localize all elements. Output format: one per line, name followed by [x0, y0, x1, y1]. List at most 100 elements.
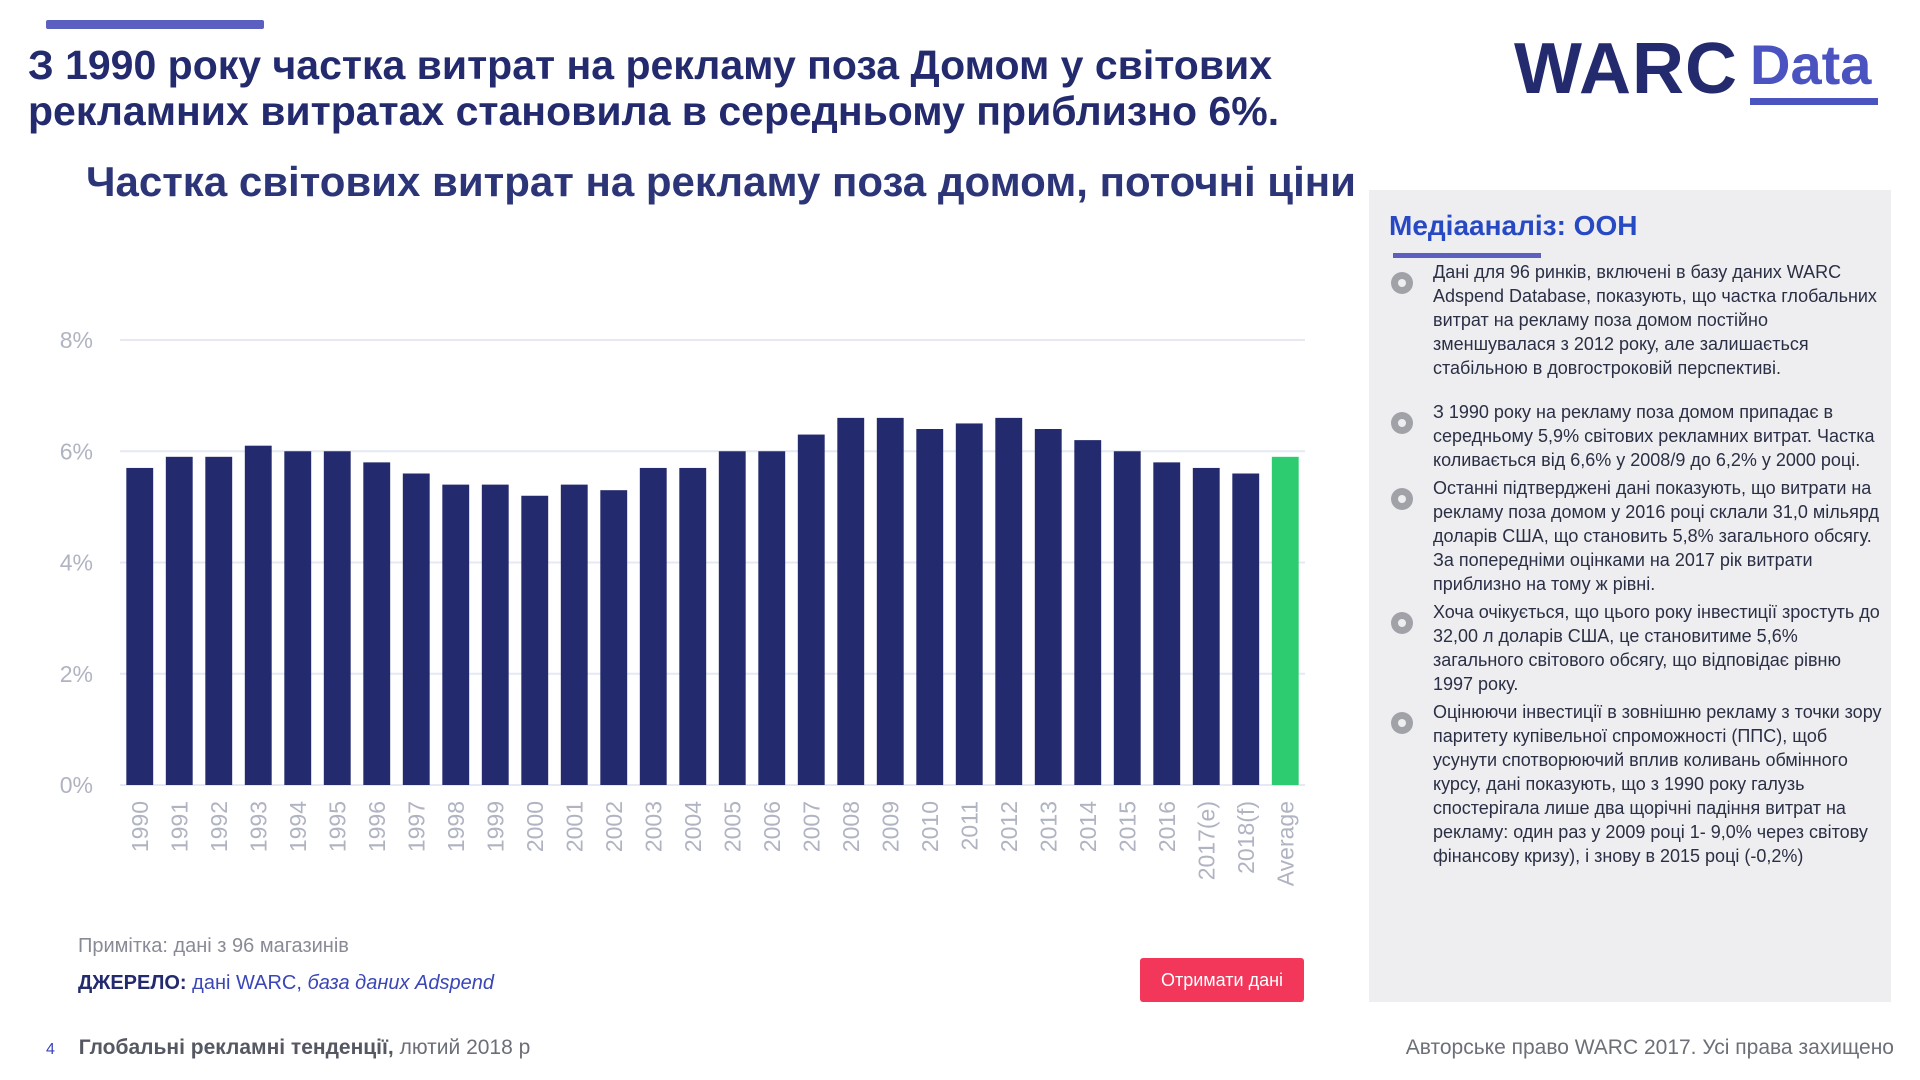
x-tick-label: 2005 — [719, 801, 745, 852]
bar-2009 — [876, 417, 904, 785]
bullet-icon — [1391, 488, 1413, 510]
y-tick-label: 8% — [60, 327, 93, 353]
bullet-icon — [1391, 612, 1413, 634]
x-tick-label: 1991 — [166, 801, 192, 852]
warc-data-logo: WARC Data — [1514, 28, 1882, 109]
sidebar-bullet-item: Дані для 96 ринків, включені в базу дани… — [1387, 260, 1885, 380]
footer-date: лютий 2018 р — [399, 1036, 531, 1059]
sidebar-bullet-list: Дані для 96 ринків, включені в базу дани… — [1387, 260, 1885, 868]
bar-1993 — [244, 445, 272, 785]
x-tick-label: 1998 — [443, 801, 469, 852]
bar-2006 — [758, 451, 786, 785]
x-tick-label: 2001 — [561, 801, 587, 852]
x-tick-label: 2018(f) — [1233, 801, 1259, 874]
bar-2004 — [679, 467, 707, 785]
source-label: ДЖЕРЕЛО: — [78, 972, 187, 994]
bar-2011 — [955, 423, 983, 785]
top-accent-rule — [46, 20, 264, 29]
sidebar-bullet-item: З 1990 року на рекламу поза домом припад… — [1387, 400, 1885, 472]
x-tick-label: 2016 — [1154, 801, 1180, 852]
bar-1990 — [126, 467, 154, 785]
x-tick-label: 2010 — [917, 801, 943, 852]
sidebar-bullet-text: Дані для 96 ринків, включені в базу дани… — [1433, 262, 1877, 378]
x-tick-label: 2003 — [640, 801, 666, 852]
bar-2007 — [797, 434, 825, 785]
footer-title: Глобальні рекламні тенденції, — [78, 1036, 394, 1059]
bar-chart: 0% 2% 4% 6% 8% 1990 1991 1992 1993 1994 1995 1996 19… — [60, 327, 1305, 886]
sidebar-bullet-text: Хоча очікується, що цього року інвестиці… — [1433, 602, 1880, 694]
chart-title: Частка світових витрат на рекламу поза д… — [86, 158, 1356, 205]
headline: З 1990 року частка витрат на рекламу поз… — [28, 42, 1280, 134]
bar-2001 — [560, 484, 588, 785]
x-tick-label: 2004 — [680, 801, 706, 852]
bullet-icon — [1391, 412, 1413, 434]
media-analysis-panel: Медіааналіз: ООН Дані для 96 ринків, вкл… — [1369, 190, 1891, 1002]
source-line: ДЖЕРЕЛО: дані WARC, база даних Adspend — [78, 972, 494, 995]
bullet-icon — [1391, 272, 1413, 294]
sidebar-bullet-text: Останні підтверджені дані показують, що … — [1433, 478, 1879, 594]
bar-1992 — [205, 456, 233, 785]
bar-2000 — [521, 495, 549, 785]
bar-2005 — [718, 451, 746, 785]
bar-2016 — [1153, 462, 1181, 785]
x-tick-label: 2017(e) — [1193, 801, 1219, 880]
bar-1999 — [481, 484, 509, 785]
sidebar-bullet-item: Останні підтверджені дані показують, що … — [1387, 476, 1885, 596]
x-tick-label: 2014 — [1075, 801, 1101, 852]
y-tick-label: 0% — [60, 772, 93, 798]
source-database: база даних Adspend — [307, 972, 494, 994]
footer-copyright: Авторське право WARC 2017. Усі права зах… — [1405, 1036, 1894, 1059]
logo-brand: WARC — [1514, 29, 1738, 109]
x-tick-label: 2009 — [877, 801, 903, 852]
sidebar-bullet-text: Оцінюючи інвестиції в зовнішню рекламу з… — [1433, 702, 1882, 866]
x-tick-label: 2015 — [1114, 801, 1140, 852]
bar-2014 — [1074, 440, 1102, 785]
bar-1996 — [363, 462, 391, 785]
bar-1997 — [402, 473, 430, 785]
bar-2002 — [600, 490, 628, 785]
bar-2010 — [916, 429, 944, 785]
chart-note: Примітка: дані з 96 магазинів — [78, 935, 349, 957]
x-tick-label: 2013 — [1035, 801, 1061, 852]
sidebar-bullet-item: Оцінюючи інвестиції в зовнішню рекламу з… — [1387, 700, 1885, 868]
sidebar-title-rule — [1393, 253, 1541, 258]
bar-2013 — [1034, 429, 1062, 785]
y-tick-label: 4% — [60, 550, 93, 576]
get-data-button[interactable]: Отримати дані — [1140, 958, 1304, 1002]
x-tick-label: 1992 — [206, 801, 232, 852]
x-tick-label: 2012 — [996, 801, 1022, 852]
x-tick-label: 1993 — [245, 801, 271, 852]
x-tick-label: 2011 — [956, 801, 982, 850]
bar-1998 — [442, 484, 470, 785]
x-tick-label: 1996 — [364, 801, 390, 852]
bar-average — [1271, 456, 1299, 785]
source-text: дані WARC, — [192, 972, 302, 994]
bar-1995 — [323, 451, 351, 785]
y-tick-label: 6% — [60, 438, 93, 464]
x-tick-label: Average — [1272, 801, 1298, 886]
x-tick-label: 2000 — [522, 801, 548, 852]
x-tick-label: 1997 — [403, 801, 429, 852]
bar-2017(e) — [1192, 467, 1220, 785]
x-tick-label: 2008 — [838, 801, 864, 852]
footer-left: 4 Глобальні рекламні тенденції, лютий 20… — [46, 1036, 530, 1060]
bar-2012 — [995, 417, 1023, 785]
bar-1994 — [284, 451, 312, 785]
sidebar-bullet-item: Хоча очікується, що цього року інвестиці… — [1387, 600, 1885, 696]
x-tick-label: 2006 — [759, 801, 785, 852]
x-tick-label: 1999 — [482, 801, 508, 852]
page-number: 4 — [46, 1041, 55, 1058]
bar-2008 — [837, 417, 865, 785]
y-tick-label: 2% — [60, 661, 93, 687]
bar-2018(f) — [1232, 473, 1260, 785]
x-tick-label: 1995 — [324, 801, 350, 852]
logo-product: Data — [1750, 33, 1872, 96]
x-tick-label: 2007 — [798, 801, 824, 852]
bar-2003 — [639, 467, 667, 785]
x-tick-label: 2002 — [601, 801, 627, 852]
x-tick-label: 1994 — [285, 801, 311, 852]
x-tick-label: 1990 — [127, 801, 153, 852]
bullet-icon — [1391, 712, 1413, 734]
bar-1991 — [165, 456, 193, 785]
sidebar-title: Медіааналіз: ООН — [1389, 210, 1638, 241]
